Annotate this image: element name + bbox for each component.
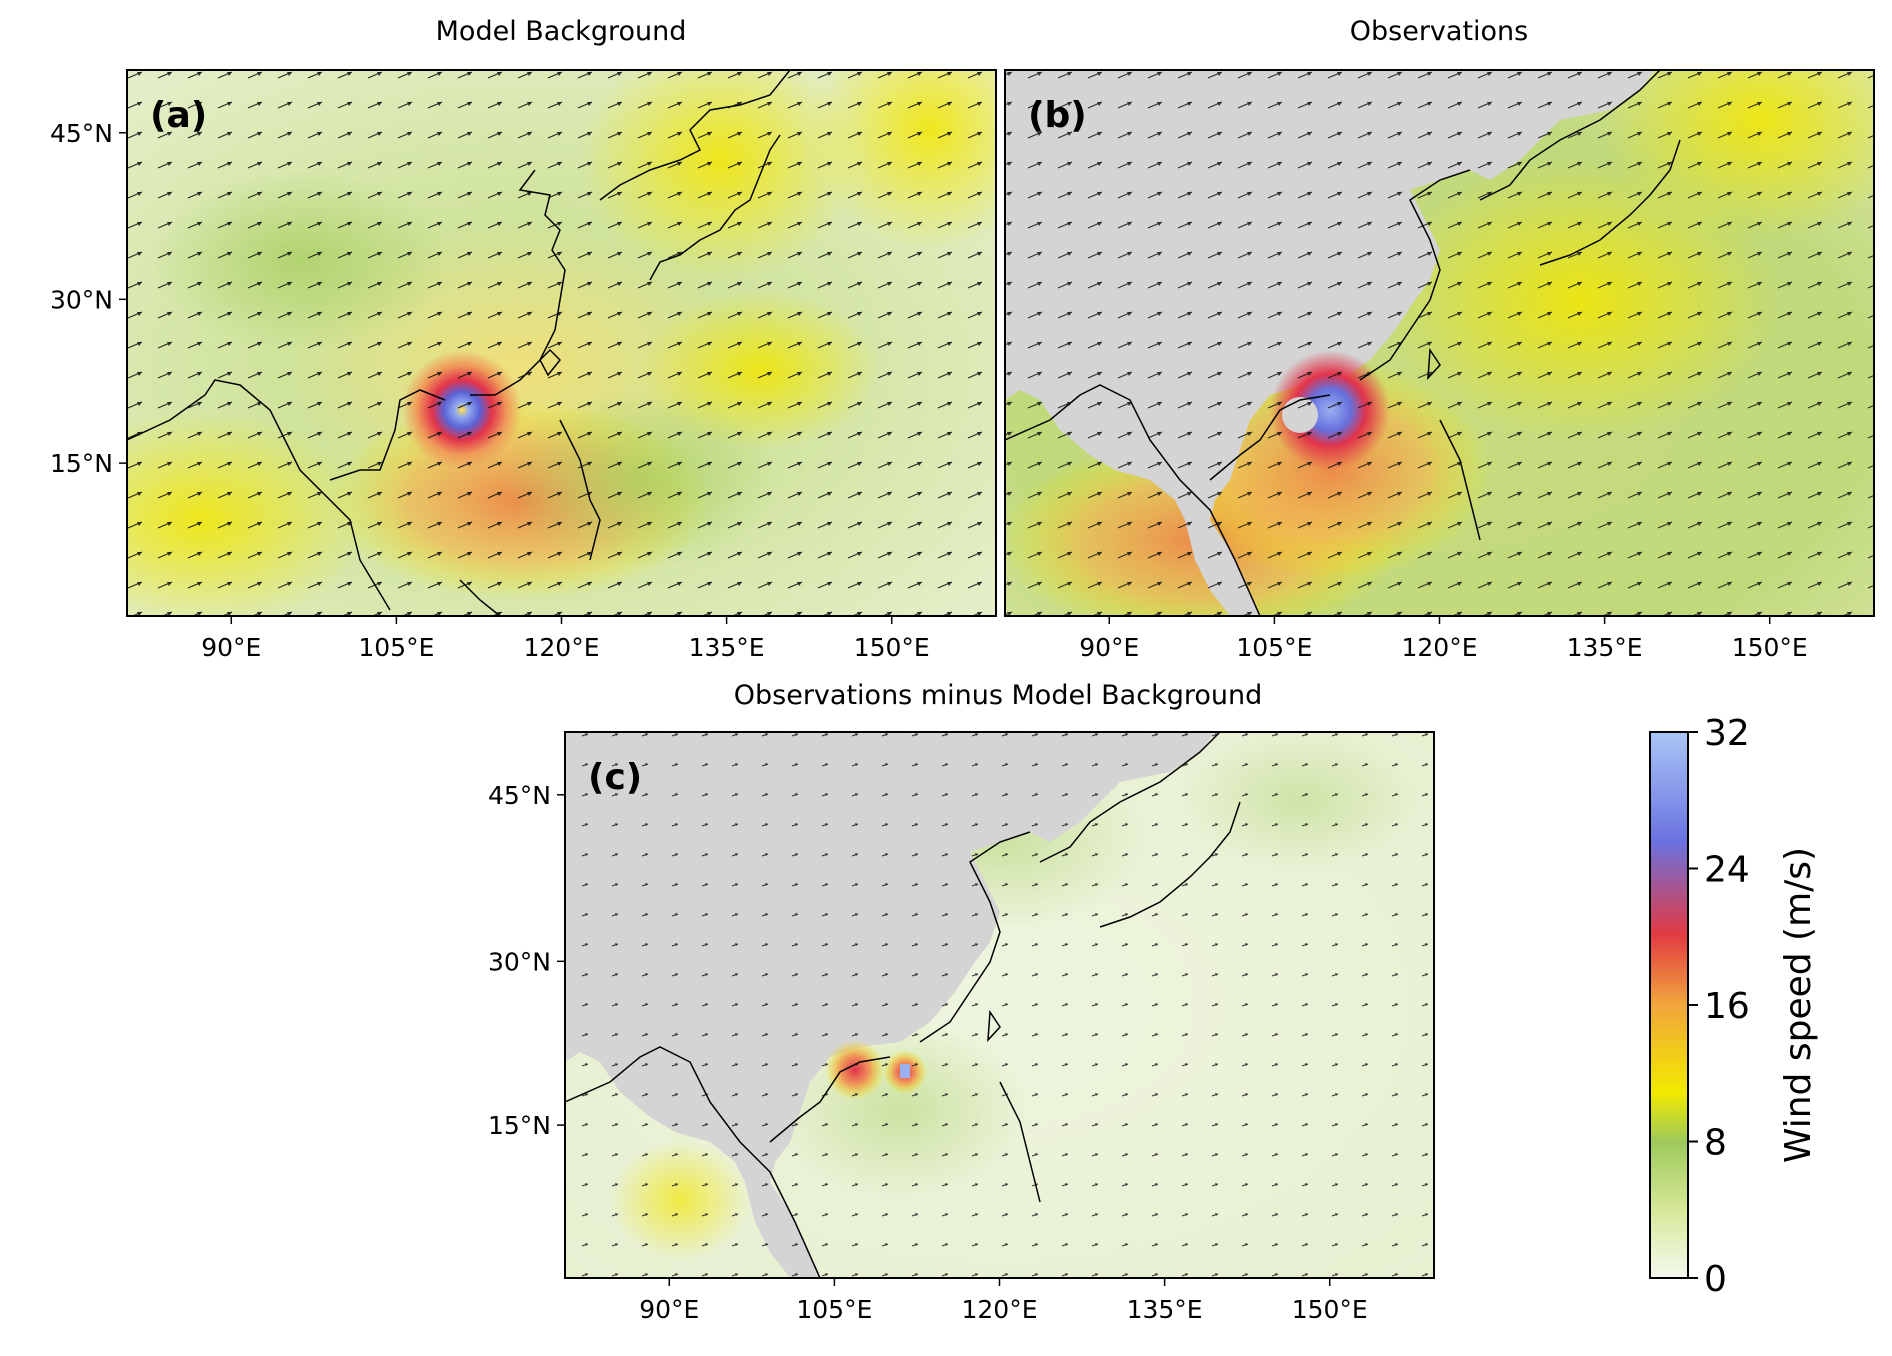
lon-tick-label: 120°E <box>961 1295 1037 1324</box>
lat-tick-label: 45°N <box>488 781 551 810</box>
panel-title: Observations <box>1350 16 1528 47</box>
panel-label: (a) <box>150 95 207 136</box>
lat-tick-label: 30°N <box>50 285 113 314</box>
colorbar: 32 24 16 8 0 Wind speed (m/s) <box>1649 713 1819 1300</box>
lon-tick-label: 120°E <box>1401 633 1477 662</box>
colorbar-tick-label: 32 <box>1704 713 1750 754</box>
map-panel-b <box>1005 70 1874 616</box>
lon-tick-label: 105°E <box>358 633 434 662</box>
lon-tick-label: 105°E <box>1236 633 1312 662</box>
lon-tick-label: 120°E <box>523 633 599 662</box>
lat-tick-label: 45°N <box>50 119 113 148</box>
lon-tick-label: 150°E <box>854 633 930 662</box>
panel-title: Model Background <box>436 16 687 47</box>
lat-tick-label: 15°N <box>488 1111 551 1140</box>
colorbar-tick-label: 16 <box>1704 986 1750 1027</box>
panel-title: Observations minus Model Background <box>734 680 1262 711</box>
panel-label: (b) <box>1028 95 1087 136</box>
colorbar-gradient <box>1649 731 1689 1279</box>
lat-tick-label: 30°N <box>488 947 551 976</box>
lon-tick-label: 135°E <box>689 633 765 662</box>
lon-tick-label: 105°E <box>796 1295 872 1324</box>
lon-tick-label: 90°E <box>1079 633 1139 662</box>
lat-tick-label: 15°N <box>50 449 113 478</box>
map-panel-c <box>565 732 1434 1278</box>
colorbar-tick-label: 0 <box>1704 1259 1727 1300</box>
colorbar-tick-label: 8 <box>1704 1123 1727 1164</box>
lon-tick-label: 150°E <box>1292 1295 1368 1324</box>
lon-tick-label: 150°E <box>1732 633 1808 662</box>
lon-tick-label: 90°E <box>639 1295 699 1324</box>
colorbar-label: Wind speed (m/s) <box>1778 847 1819 1163</box>
lon-tick-label: 90°E <box>201 633 261 662</box>
colorbar-ticks: 32 24 16 8 0 <box>1688 713 1750 1300</box>
panel-label: (c) <box>588 757 642 798</box>
map-panel-a <box>127 70 996 616</box>
lon-tick-label: 135°E <box>1567 633 1643 662</box>
colorbar-tick-label: 24 <box>1704 850 1750 891</box>
axis-ticks: 45°N 30°N 15°N 90°E 105°E 120°E 135°E 150°E 90°E… <box>50 119 1808 1324</box>
lon-tick-label: 135°E <box>1127 1295 1203 1324</box>
